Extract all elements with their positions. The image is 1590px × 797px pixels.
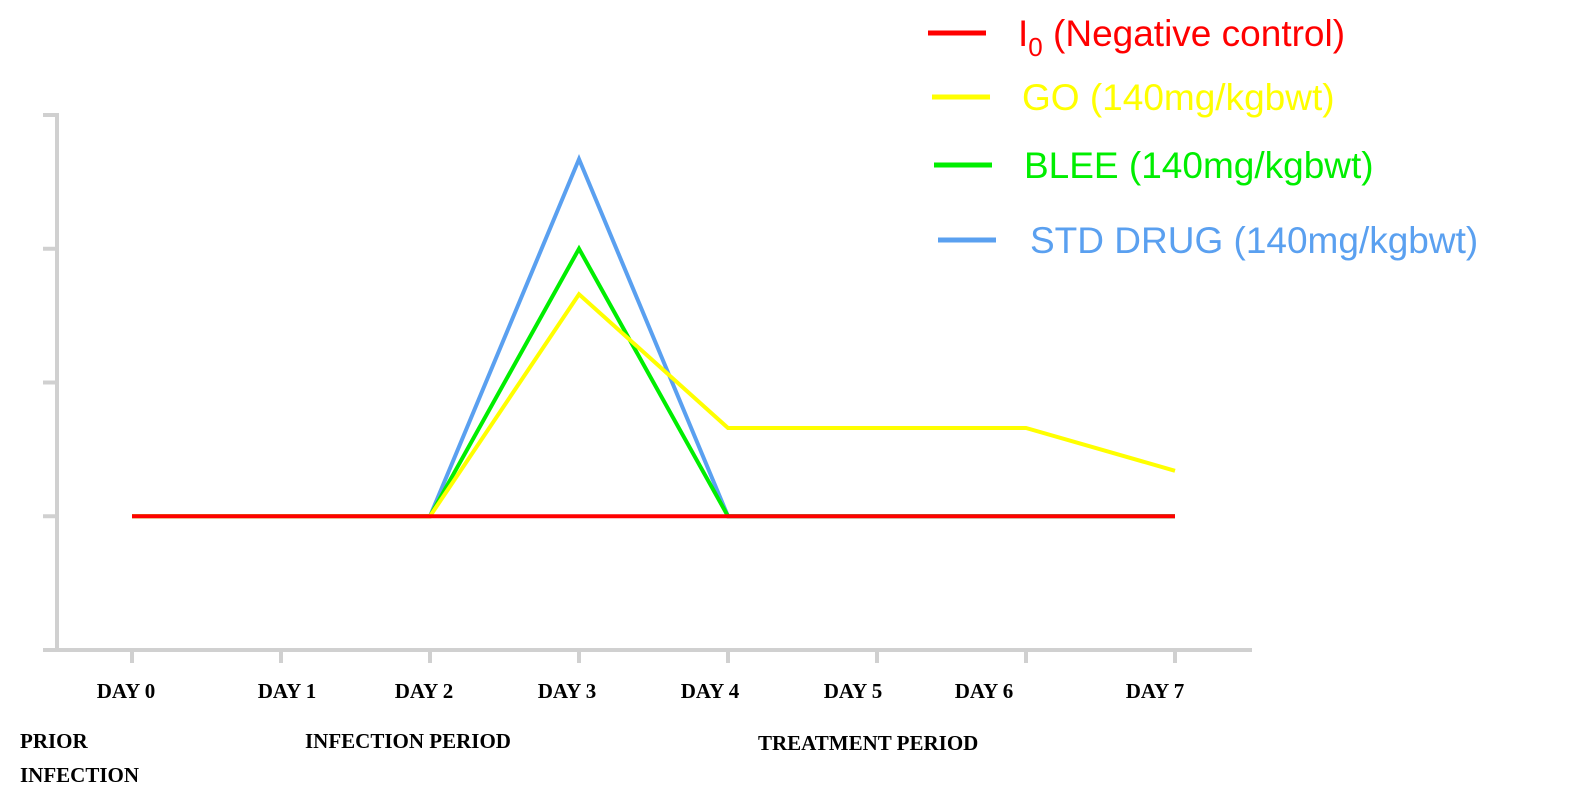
- series-line: [132, 244, 1175, 519]
- legend-label: GO (140mg/kgbwt): [1022, 77, 1335, 118]
- annotation: TREATMENT PERIOD: [758, 731, 978, 755]
- x-tick-label: DAY 6: [955, 679, 1014, 703]
- x-tick-label: DAY 3: [538, 679, 597, 703]
- annotation: INFECTION: [20, 763, 139, 787]
- annotation: INFECTION PERIOD: [305, 729, 511, 753]
- x-tick-label: DAY 1: [258, 679, 317, 703]
- annotation: PRIOR: [20, 729, 89, 753]
- legend-label: I0 (Negative control): [1018, 13, 1345, 62]
- legend-label: BLEE (140mg/kgbwt): [1024, 145, 1374, 186]
- x-tick-label: DAY 4: [681, 679, 740, 703]
- x-tick-label: DAY 2: [395, 679, 454, 703]
- legend-label: STD DRUG (140mg/kgbwt): [1030, 220, 1478, 261]
- x-tick-label: DAY 7: [1126, 679, 1185, 703]
- series-line: [132, 291, 1176, 519]
- x-tick-label: DAY 0: [97, 679, 156, 703]
- series-line: [132, 153, 1175, 519]
- x-tick-label: DAY 5: [824, 679, 883, 703]
